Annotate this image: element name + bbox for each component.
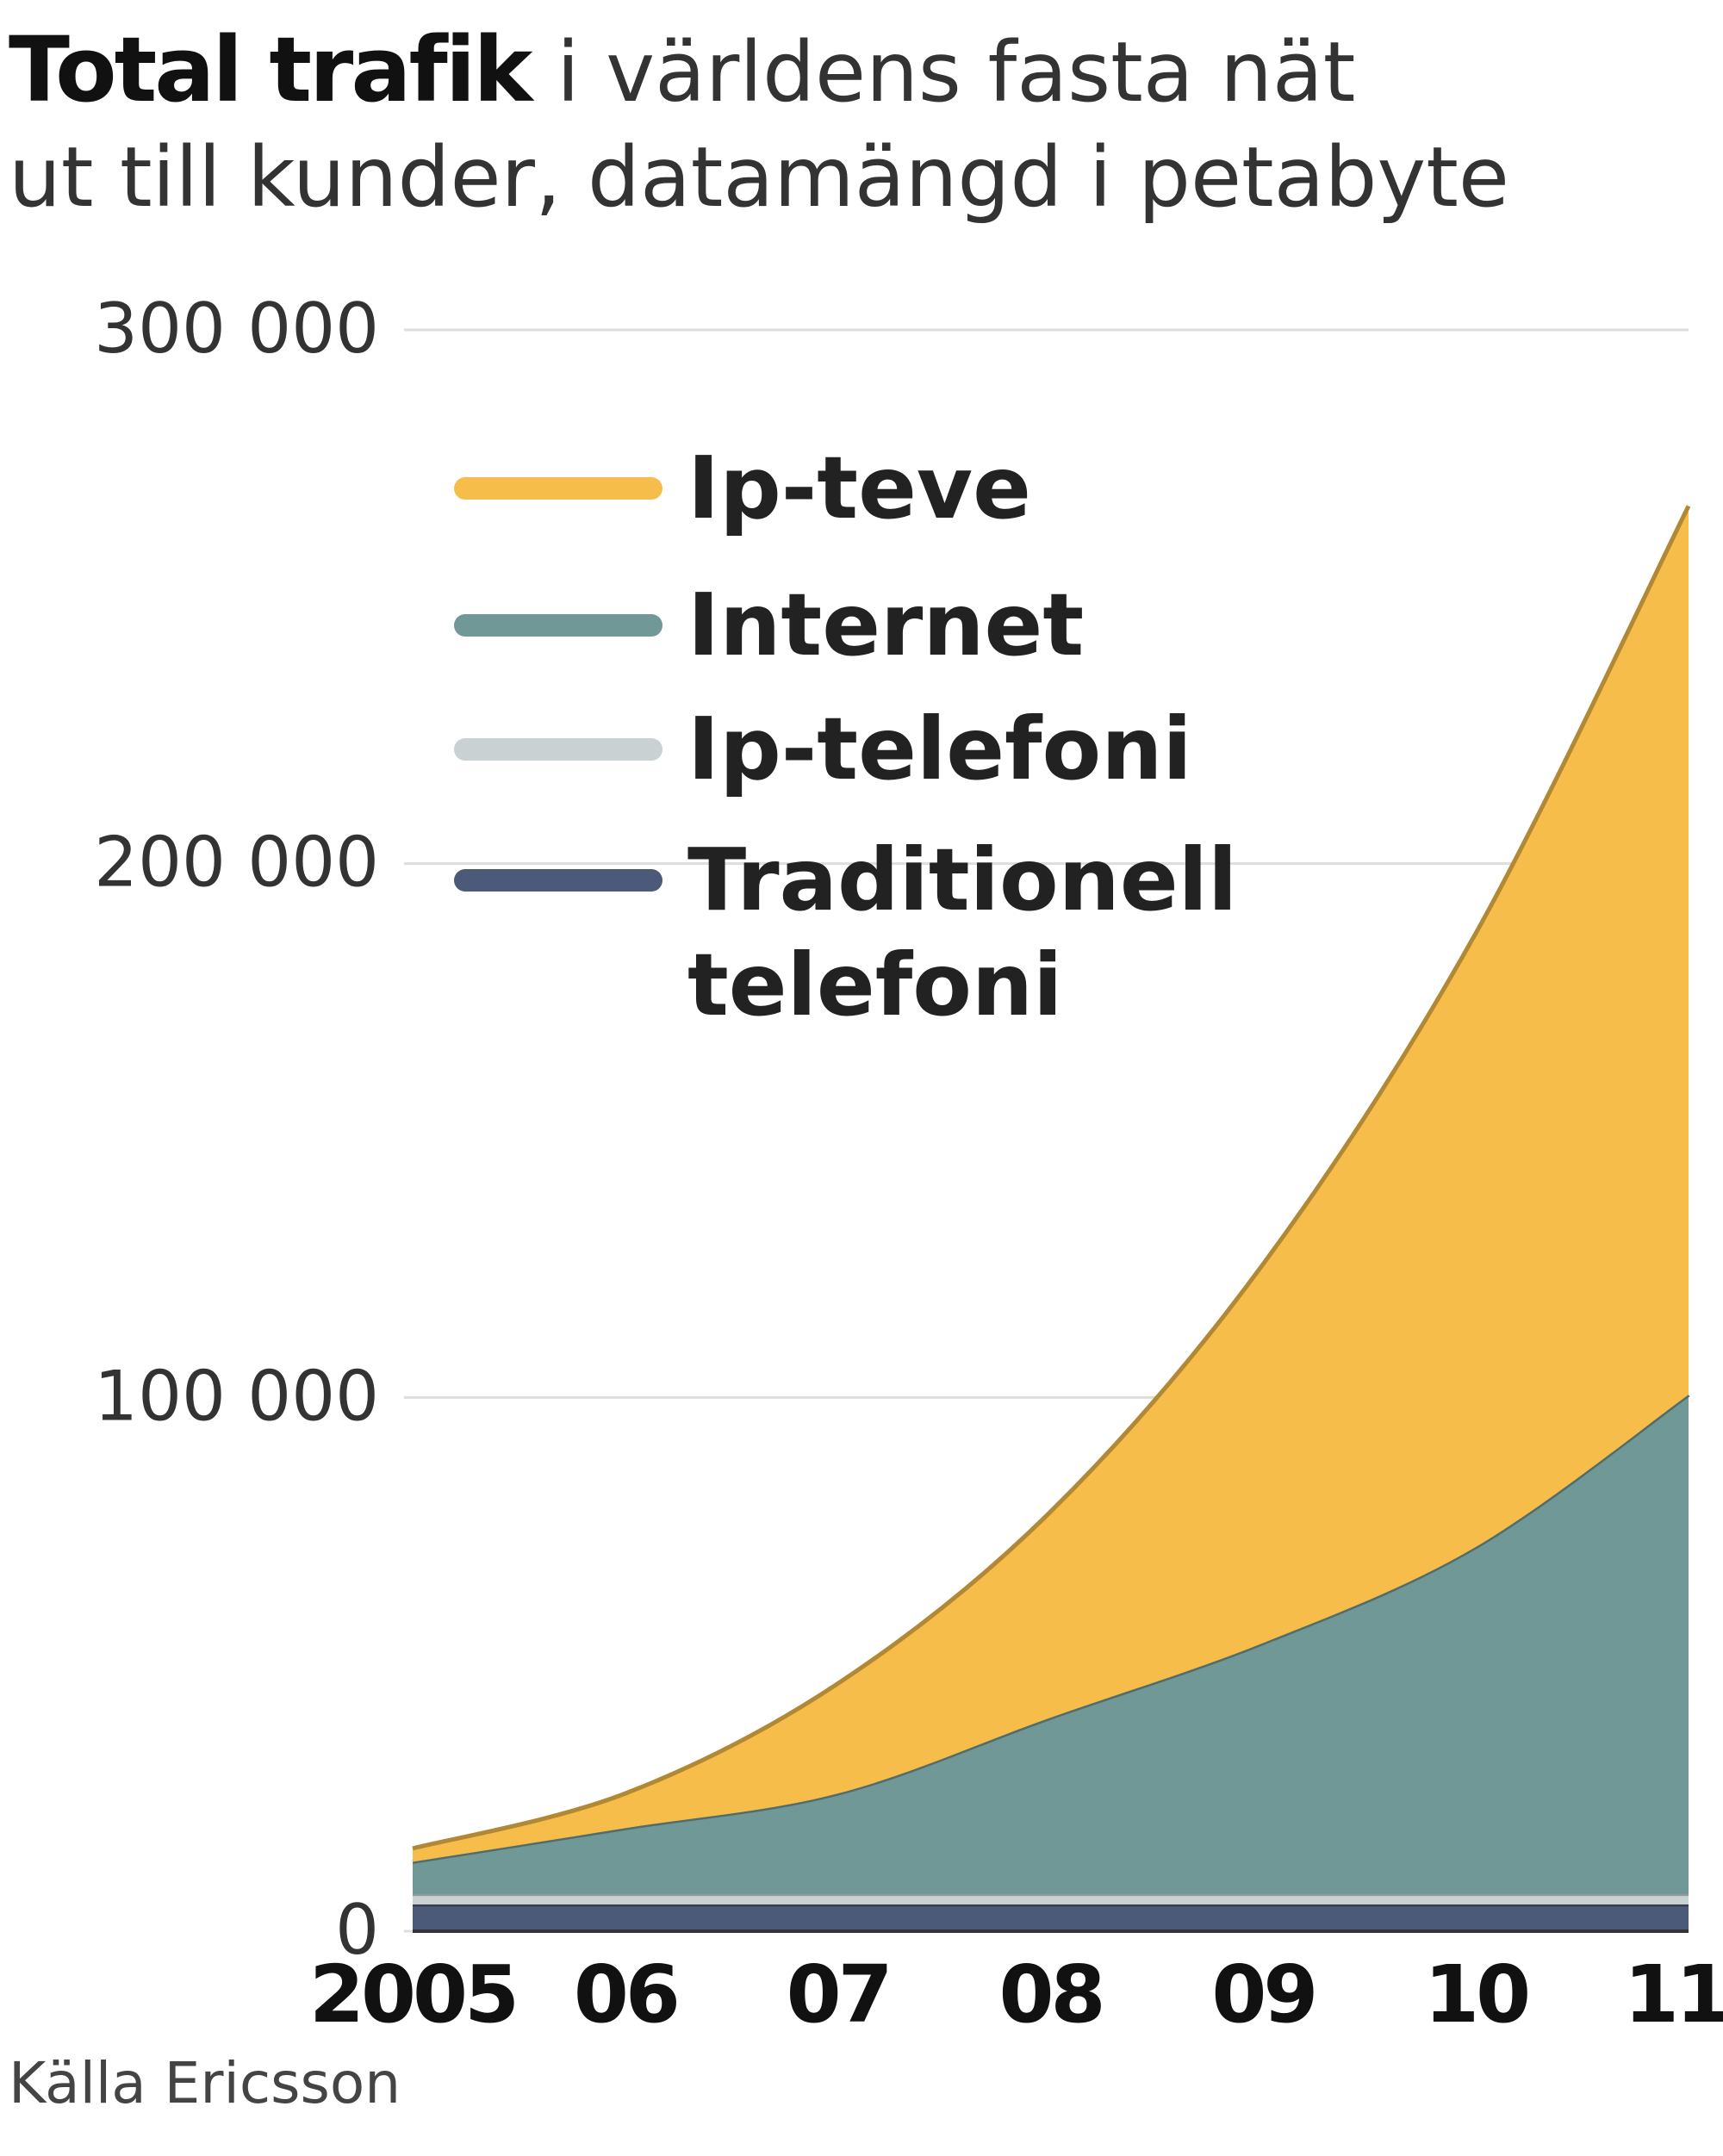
source: Källa Ericsson [9, 2050, 401, 2116]
x-tick-label: 06 [574, 1948, 677, 2041]
y-tick-label: 100 000 [94, 1356, 379, 1436]
y-tick-label: 0 [335, 1890, 379, 1970]
area [413, 506, 1689, 1862]
y-tick-label: 300 000 [94, 289, 379, 369]
x-tick-label: 2005 [309, 1948, 516, 2041]
legend-label: Ip-teve [687, 438, 1031, 538]
subtitle: ut till kunder, datamängd i petabyte [9, 129, 1509, 226]
x-tick-label: 11 [1624, 1948, 1723, 2041]
chart-title: Total trafik [9, 17, 533, 122]
heading-line: Total trafik i världens fasta nät [9, 17, 1355, 122]
x-tick-label: 08 [998, 1948, 1102, 2041]
x-tick-label: 10 [1424, 1948, 1527, 2041]
subtitle: i världens fasta nät [557, 24, 1356, 121]
area-edge [412, 505, 1691, 1851]
area [413, 1893, 1689, 1905]
x-tick-label: 07 [787, 1948, 890, 2041]
y-tick-label: 200 000 [94, 823, 379, 903]
legend-label: Internet [687, 575, 1085, 675]
area [413, 1395, 1689, 1894]
area [413, 1904, 1689, 1931]
x-tick-label: 09 [1211, 1948, 1315, 2041]
legend-label: Traditionell telefoni [687, 829, 1238, 1035]
legend-label: Ip-telefoni [687, 699, 1192, 799]
